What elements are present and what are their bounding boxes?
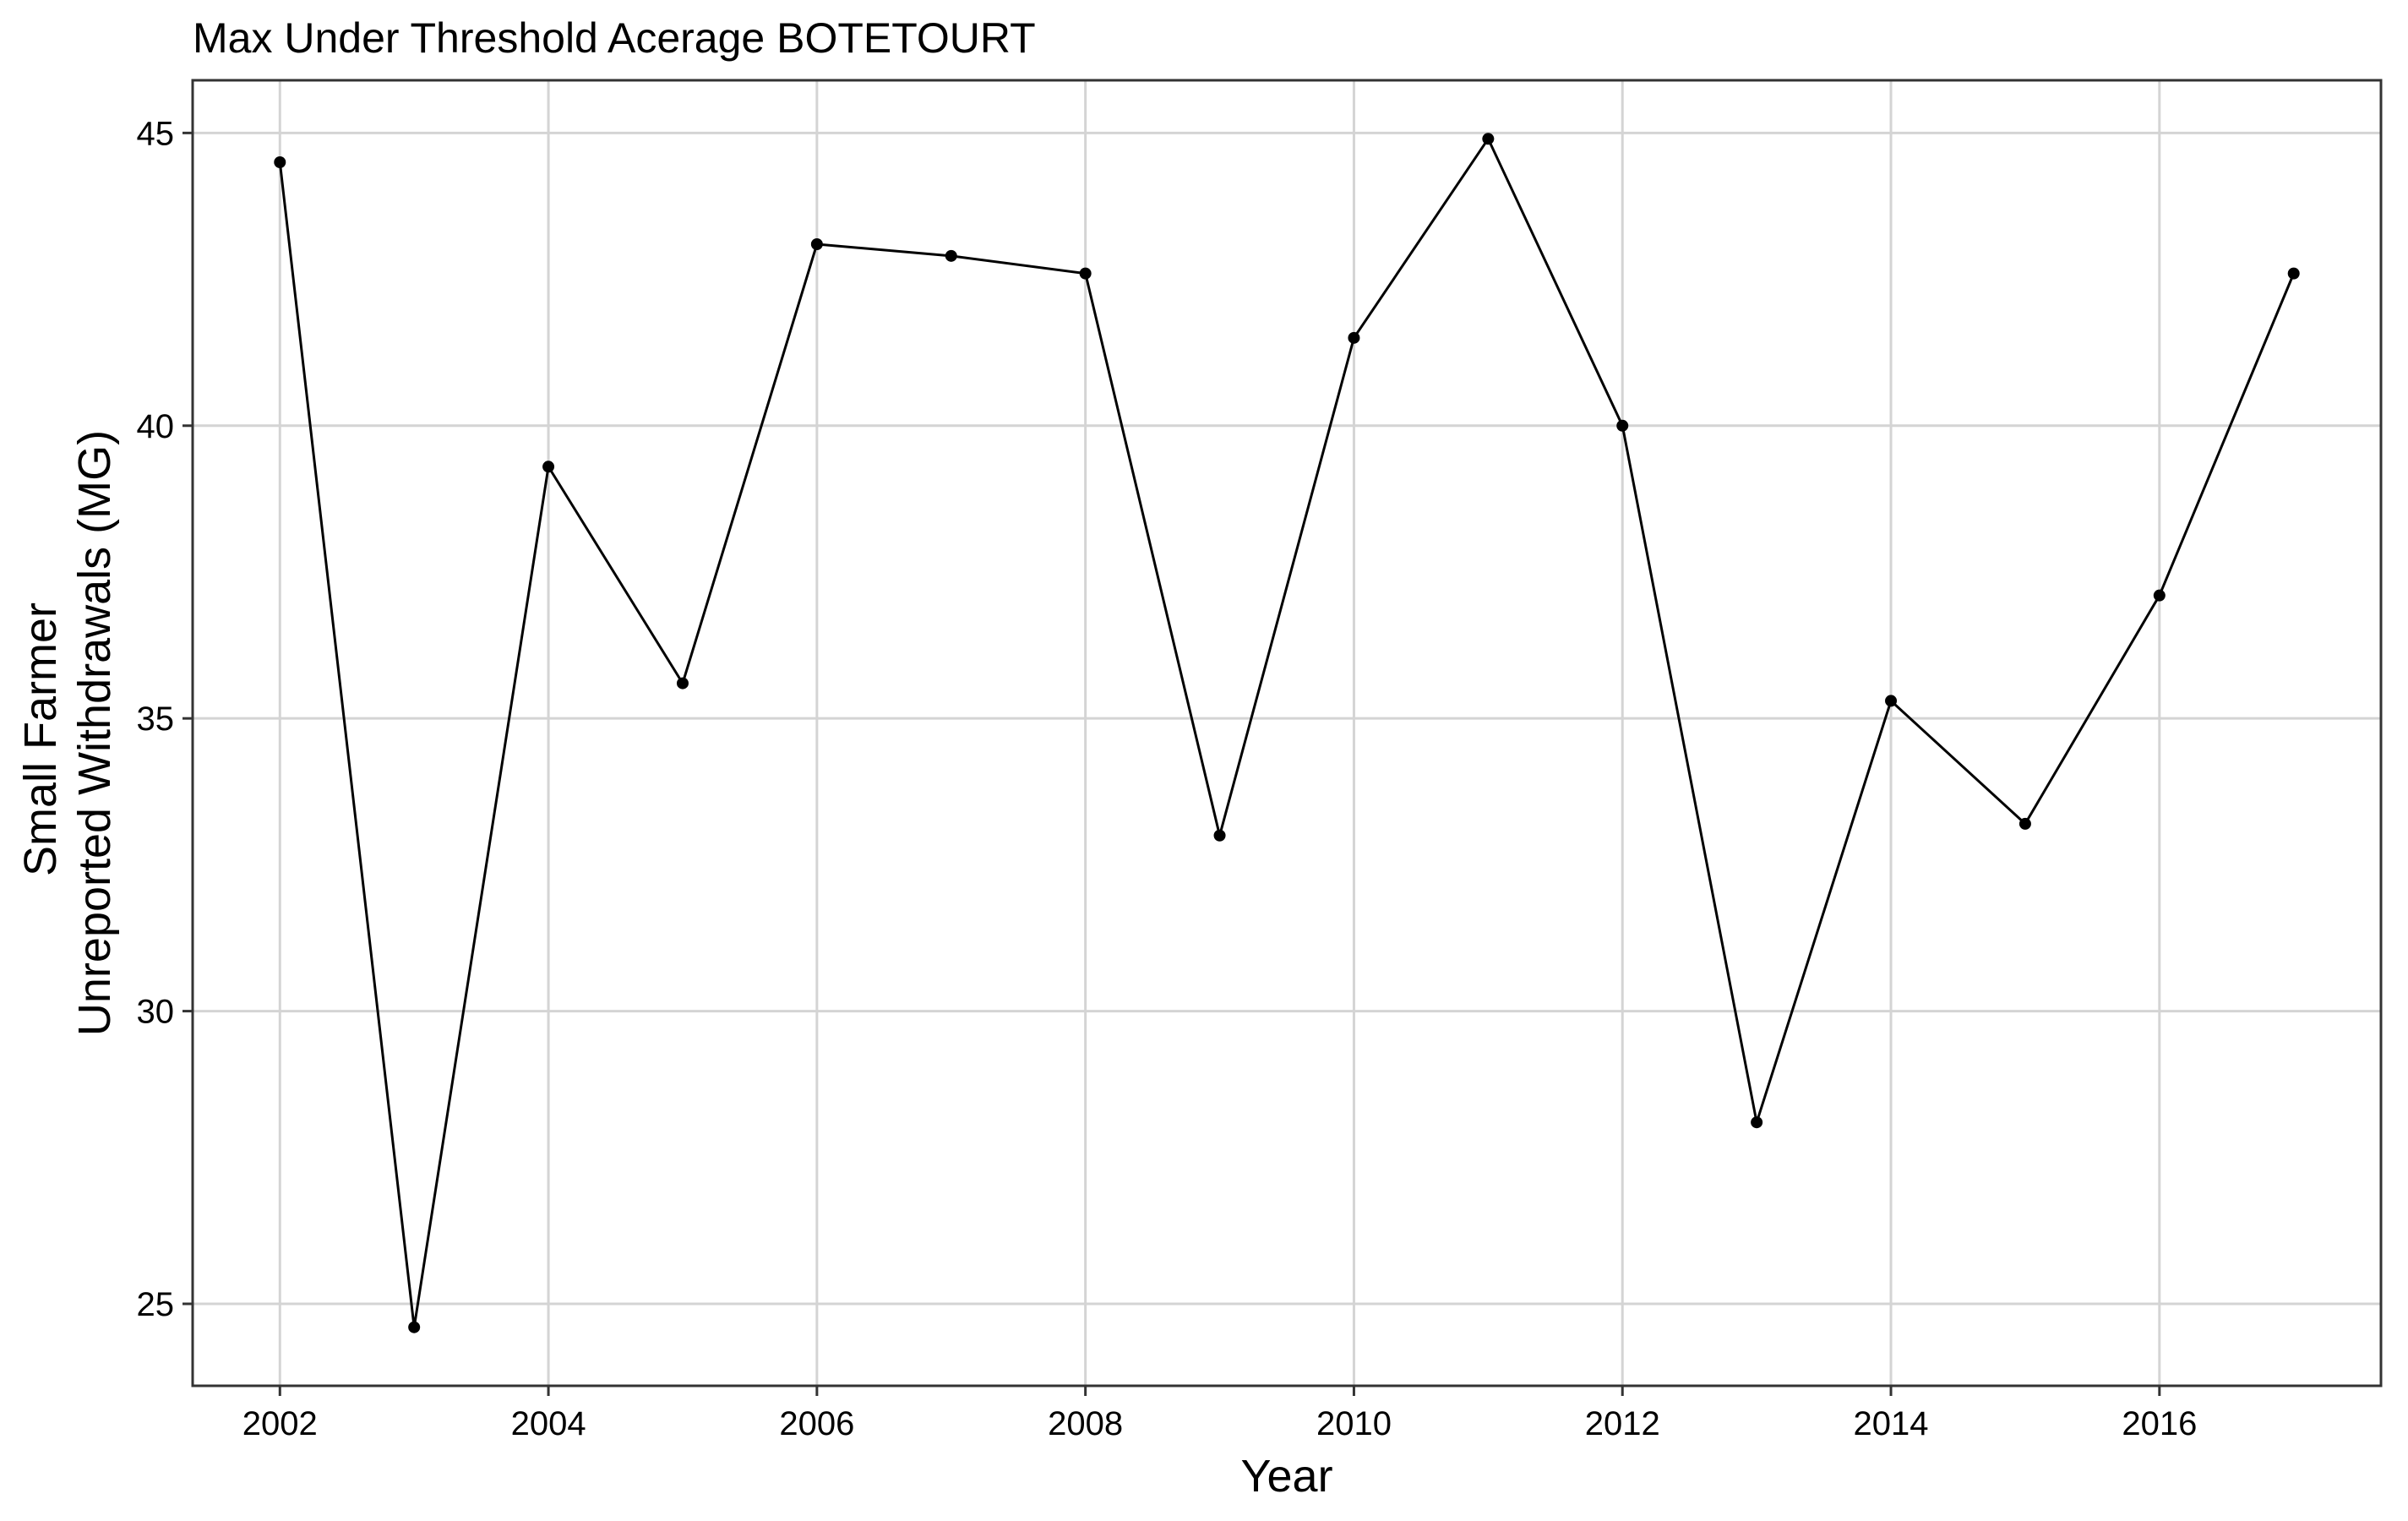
gridlines <box>193 80 2381 1386</box>
y-axis-title: Small Farmer Unreported Withdrawals (MG) <box>15 430 120 1036</box>
x-tick-label: 2010 <box>1316 1405 1392 1442</box>
data-point <box>2287 267 2300 280</box>
y-tick-label: 45 <box>137 115 175 152</box>
y-axis-title-line-2: Unreported Withdrawals (MG) <box>69 430 120 1036</box>
axis-ticks: 2002 2004 2006 2008 2010 2012 2014 2016 25 30 35 40… <box>137 115 2198 1442</box>
data-point <box>1885 695 1898 707</box>
data-point <box>274 155 286 168</box>
y-axis-title-line-1: Small Farmer <box>15 602 66 876</box>
x-tick-label: 2012 <box>1585 1405 1660 1442</box>
x-tick-label: 2006 <box>779 1405 854 1442</box>
data-point <box>1213 829 1226 842</box>
chart-title: Max Under Threshold Acerage BOTETOURT <box>193 14 1036 62</box>
data-point <box>1616 419 1629 432</box>
data-point <box>676 677 689 690</box>
y-tick-label: 40 <box>137 408 175 445</box>
x-tick-label: 2002 <box>242 1405 318 1442</box>
x-tick-label: 2008 <box>1048 1405 1123 1442</box>
x-tick-label: 2004 <box>511 1405 586 1442</box>
y-tick-label: 30 <box>137 994 175 1031</box>
data-point <box>1751 1116 1763 1129</box>
data-point <box>810 237 823 250</box>
x-tick-label: 2014 <box>1854 1405 1929 1442</box>
data-point <box>1482 133 1495 145</box>
data-series <box>274 133 2300 1333</box>
data-point <box>1348 331 1360 344</box>
data-point <box>945 249 957 262</box>
y-tick-label: 35 <box>137 701 175 738</box>
x-tick-label: 2016 <box>2122 1405 2197 1442</box>
data-point <box>408 1321 421 1333</box>
x-axis-title: Year <box>1240 1451 1332 1502</box>
plot-panel-border <box>191 79 2383 1387</box>
y-tick-label: 25 <box>137 1286 175 1323</box>
data-point <box>2153 589 2166 602</box>
data-point <box>1079 267 1092 280</box>
series-line <box>278 137 2296 1329</box>
data-point <box>2018 817 2031 830</box>
data-point <box>542 461 555 473</box>
